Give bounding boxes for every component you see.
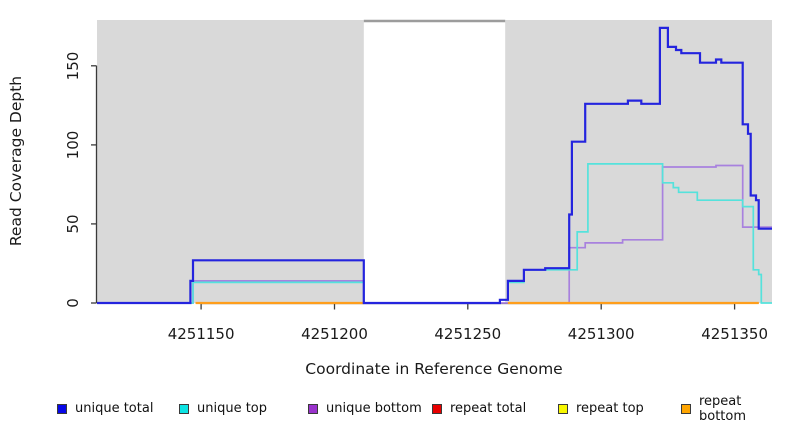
- legend-swatch-icon: [681, 403, 691, 414]
- legend-swatch-icon: [179, 403, 189, 414]
- legend-label: repeat top: [576, 401, 644, 416]
- legend-item-repeat-bottom: repeat bottom: [681, 394, 792, 424]
- x-tick-label: 4251200: [301, 325, 368, 343]
- legend-label: unique top: [197, 401, 268, 416]
- y-axis-label: Read Coverage Depth: [7, 75, 25, 247]
- legend-item-unique-total: unique total: [57, 401, 153, 416]
- x-tick-label: 4251350: [701, 325, 768, 343]
- legend-label: unique bottom: [326, 401, 422, 416]
- legend-swatch-icon: [57, 403, 67, 414]
- legend-label: repeat bottom: [699, 393, 747, 424]
- y-tick-label: 0: [64, 298, 82, 308]
- y-tick-label: 100: [64, 130, 82, 160]
- legend-label: repeat total: [450, 401, 527, 416]
- legend-item-repeat-total: repeat total: [432, 401, 526, 416]
- y-tick-label: 150: [64, 51, 82, 81]
- legend-swatch-icon: [308, 403, 318, 414]
- series-line-unique-total: [97, 26, 772, 305]
- x-tick-label: 4251300: [567, 325, 635, 343]
- y-tick-label: 50: [64, 214, 82, 234]
- shaded-region: [97, 20, 364, 303]
- series-line-unique-bottom: [97, 164, 772, 304]
- legend-swatch-icon: [558, 403, 568, 414]
- shaded-region: [505, 20, 772, 303]
- x-tick-label: 4251250: [434, 325, 502, 343]
- x-tick-label: 4251150: [167, 325, 235, 343]
- legend-item-unique-bottom: unique bottom: [308, 401, 422, 416]
- legend-swatch-icon: [432, 403, 442, 414]
- legend-item-repeat-top: repeat top: [558, 401, 644, 416]
- legend-label: unique total: [75, 401, 154, 416]
- legend-item-unique-top: unique top: [179, 401, 267, 416]
- x-axis-label: Coordinate in Reference Genome: [305, 360, 563, 378]
